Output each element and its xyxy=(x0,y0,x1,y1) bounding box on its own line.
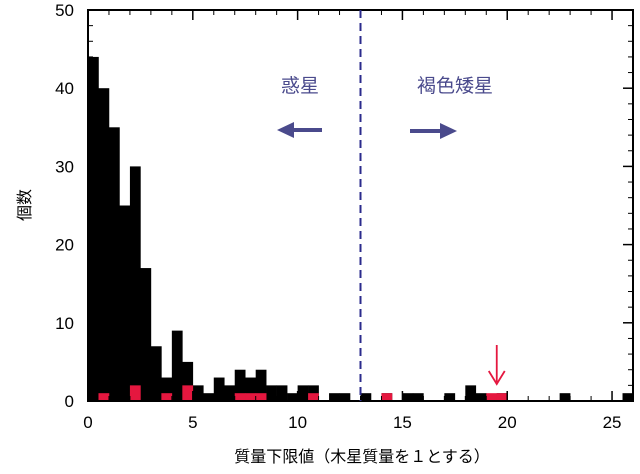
y-tick-label: 40 xyxy=(55,79,74,98)
histogram-bar xyxy=(161,377,173,401)
highlight-bar xyxy=(381,393,393,401)
histogram-bar xyxy=(150,346,162,401)
histogram-bar xyxy=(297,385,309,401)
left-arrow-icon xyxy=(277,122,322,138)
histogram-bar xyxy=(559,393,571,401)
histogram-bar xyxy=(287,393,298,401)
histogram-bar xyxy=(276,385,288,401)
axis-ticks xyxy=(87,9,633,402)
red-down-arrow-icon xyxy=(487,345,506,386)
brown-dwarf-label: 褐色矮星 xyxy=(417,75,493,97)
histogram-bar xyxy=(182,361,194,401)
x-tick-label: 10 xyxy=(288,413,307,432)
histogram-bar xyxy=(108,127,120,402)
histogram-bar xyxy=(402,393,414,401)
histogram-bar xyxy=(266,385,277,401)
x-tick-label: 20 xyxy=(498,413,517,432)
histogram-bar xyxy=(255,369,267,401)
histogram-bar xyxy=(475,393,487,401)
y-tick-label: 20 xyxy=(55,236,74,255)
histogram-bar xyxy=(192,385,204,401)
x-tick-label: 15 xyxy=(393,413,412,432)
x-axis-title: 質量下限値（木星質量を１とする） xyxy=(234,447,490,466)
histogram-bar xyxy=(412,393,424,401)
histogram-bar xyxy=(339,393,351,401)
highlight-bar xyxy=(496,393,508,401)
x-tick-label: 0 xyxy=(83,413,92,432)
histogram-bar xyxy=(140,268,152,401)
histogram-bar xyxy=(203,393,215,401)
highlight-bar xyxy=(161,393,173,401)
histogram-bar xyxy=(444,393,456,401)
x-tick-label: 25 xyxy=(603,413,622,432)
y-axis-title: 個数 xyxy=(15,189,34,221)
right-arrow-icon xyxy=(410,123,457,139)
planet-label: 惑星 xyxy=(281,75,319,97)
histogram-bar xyxy=(129,166,141,401)
histogram-bar xyxy=(360,393,372,401)
histogram-bar xyxy=(465,385,477,401)
histogram-bar xyxy=(213,377,225,401)
y-tick-label: 50 xyxy=(55,1,74,20)
histogram-bar xyxy=(622,393,634,401)
histogram-bar xyxy=(224,385,236,401)
red-arrow-head xyxy=(487,370,506,386)
highlight-bar xyxy=(234,393,246,401)
x-tick-label: 5 xyxy=(188,413,197,432)
highlight-bar xyxy=(255,393,267,401)
highlight-bar xyxy=(245,393,256,401)
histogram-bar xyxy=(234,369,246,401)
highlight-bar xyxy=(129,385,141,401)
histogram-bar xyxy=(98,88,110,401)
highlight-bar xyxy=(98,393,110,401)
histogram-bar xyxy=(171,330,183,401)
series-red-bars xyxy=(98,385,508,401)
axis-tick-labels: 0 5 10 15 20 25 0 10 20 30 40 50 xyxy=(55,1,621,432)
highlight-bar xyxy=(486,393,498,401)
series-black-bars xyxy=(88,56,634,402)
y-tick-label: 0 xyxy=(65,392,74,411)
highlight-bar xyxy=(308,393,319,401)
histogram-bar xyxy=(119,205,131,401)
y-tick-label: 10 xyxy=(55,314,74,333)
highlight-bar xyxy=(182,385,194,401)
histogram-bar xyxy=(329,393,340,401)
histogram-bar xyxy=(245,377,256,401)
histogram-bar xyxy=(88,56,99,402)
y-tick-label: 30 xyxy=(55,157,74,176)
